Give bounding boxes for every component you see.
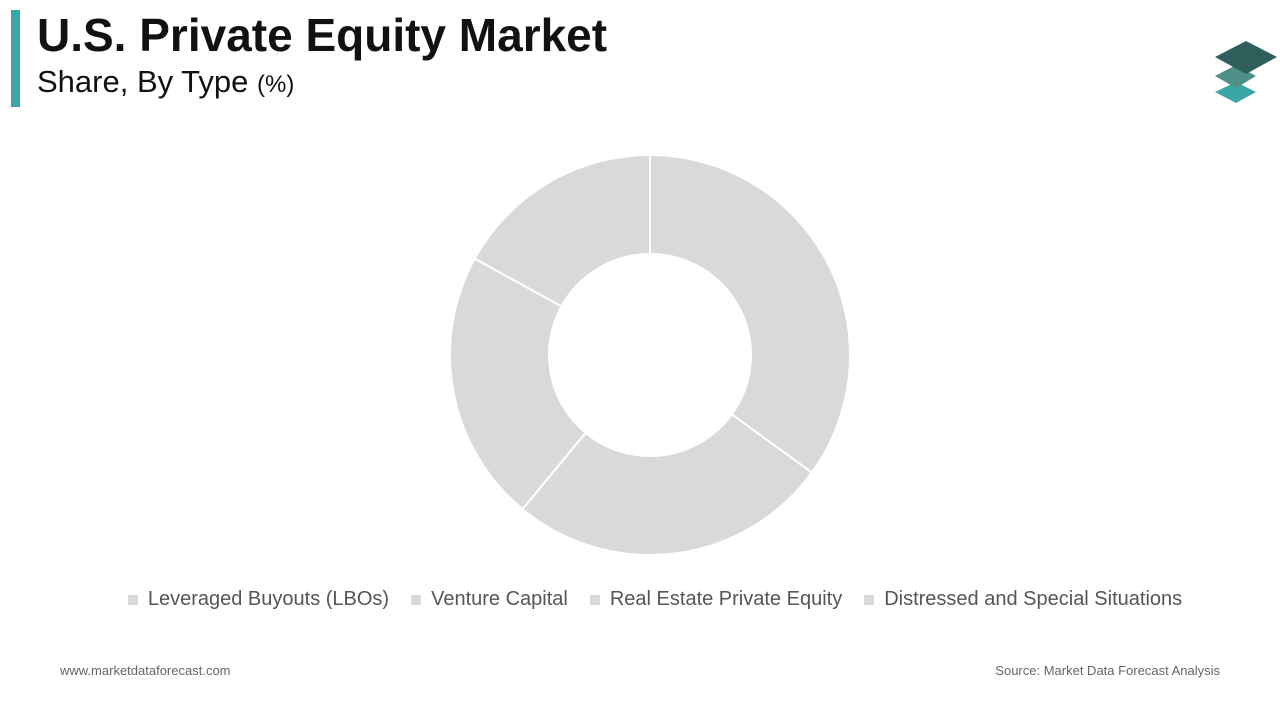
source: Source: Market Data Forecast Analysis [995, 663, 1220, 678]
accent-bar [11, 10, 20, 107]
donut-slice [649, 153, 851, 474]
legend-label: Leveraged Buyouts (LBOs) [147, 588, 390, 610]
legend-swatch [411, 594, 422, 605]
legend-label: Venture Capital [431, 588, 568, 610]
legend: Leveraged Buyouts (LBOs) Venture Capital R… [0, 588, 1280, 611]
donut-slice [521, 412, 814, 556]
logo [1215, 41, 1277, 103]
legend-swatch [589, 594, 600, 605]
legend-label: Real Estate Private Equity [609, 588, 843, 610]
chart-title: U.S. Private Equity Market [37, 9, 608, 61]
unit: (%) [257, 71, 295, 98]
donut-slice [449, 257, 588, 511]
legend-label: Distressed and Special Situations [884, 588, 1183, 610]
chart-subtitle: Share, By Type [37, 64, 249, 99]
legend-item: Distressed and Special Situations [864, 588, 1182, 611]
website: www.marketdataforecast.com [60, 663, 231, 678]
chart-subtitle-wrap: Share, By Type (%) [37, 64, 294, 100]
legend-item: Real Estate Private Equity [589, 588, 843, 611]
legend-swatch [864, 594, 875, 605]
donut-slice [473, 153, 651, 308]
legend-swatch [127, 594, 138, 605]
legend-item: Leveraged Buyouts (LBOs) [127, 588, 390, 611]
legend-item: Venture Capital [411, 588, 568, 611]
